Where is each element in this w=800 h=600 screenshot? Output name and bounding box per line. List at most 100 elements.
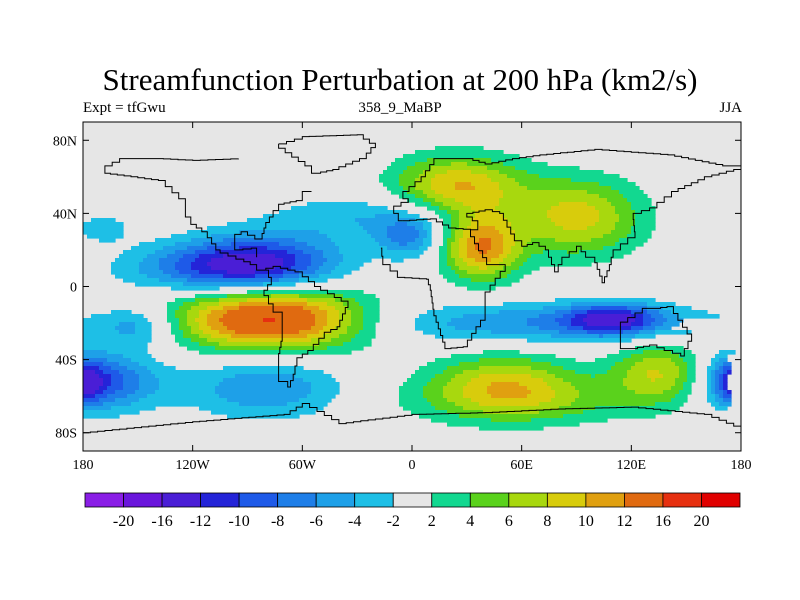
contour-cell [223, 274, 256, 279]
contour-cell [95, 370, 104, 375]
contour-cell [447, 254, 452, 259]
contour-cell [519, 254, 532, 259]
contour-cell [427, 310, 500, 315]
colorbar-box [392, 492, 433, 508]
contour-cell [603, 246, 636, 251]
contour-cell [399, 394, 424, 399]
contour-cell [171, 234, 212, 239]
contour-cell [375, 238, 392, 243]
contour-cell [559, 202, 588, 207]
contour-cell [427, 158, 492, 163]
contour-cell [139, 398, 228, 403]
contour-cell [255, 274, 284, 279]
contour-cell [283, 262, 296, 267]
contour-cell [571, 322, 588, 327]
contour-cell [423, 198, 436, 203]
contour-cell [643, 350, 672, 355]
contour-cell [459, 250, 468, 255]
contour-cell [455, 282, 512, 287]
contour-cell [475, 246, 492, 251]
contour-cell [111, 310, 132, 315]
contour-cell [687, 366, 696, 371]
colorbar-box [469, 492, 510, 508]
contour-cell [707, 378, 712, 383]
contour-cell [83, 374, 100, 379]
colorbar-box [238, 492, 279, 508]
contour-cell [471, 398, 552, 403]
contour-cell [515, 258, 528, 263]
contour-cell [111, 378, 124, 383]
contour-cell [555, 238, 592, 243]
contour-cell [179, 326, 192, 331]
contour-cell [503, 162, 548, 167]
contour-cell [727, 390, 732, 395]
contour-cell [299, 270, 316, 275]
contour-cell [467, 270, 496, 275]
contour-cell [571, 310, 588, 315]
contour-cell [307, 334, 324, 339]
contour-cell [587, 202, 612, 207]
contour-cell [491, 330, 560, 335]
contour-cell [679, 366, 688, 371]
contour-cell [311, 338, 332, 343]
contour-cell [135, 322, 152, 327]
contour-cell [451, 318, 528, 323]
contour-cell [471, 218, 508, 223]
colorbar: -20 -16 -12 -10 -8 -6 -4 -2 2 4 6 8 10 12 16 20 [84, 492, 741, 530]
contour-cell [399, 398, 428, 403]
contour-cell [83, 318, 148, 323]
contour-cell [283, 258, 296, 263]
contour-cell [307, 394, 336, 399]
contour-cell [455, 186, 476, 191]
contour-cell [679, 374, 688, 379]
contour-cell [723, 378, 728, 383]
contour-cell [687, 378, 696, 383]
colorbar-label: 8 [543, 513, 551, 530]
colorbar-box [662, 492, 702, 508]
contour-cell [311, 310, 328, 315]
contour-cell [223, 322, 316, 327]
contour-cell [683, 358, 696, 363]
contour-cell [523, 250, 544, 255]
contour-cell [519, 266, 540, 271]
contour-cell [551, 362, 616, 367]
contour-cell [339, 314, 352, 319]
contour-cell [147, 274, 172, 279]
contour-cell [95, 390, 104, 395]
contour-cell [219, 318, 264, 323]
contour-cell [139, 266, 160, 271]
contour-cell [723, 370, 728, 375]
contour-cell [707, 374, 712, 379]
contour-cell [423, 242, 432, 247]
contour-cell [91, 218, 116, 223]
contour-cell [447, 238, 456, 243]
contour-cell [623, 378, 652, 383]
contour-cell [719, 402, 732, 407]
contour-cell [547, 214, 600, 219]
contour-cell [527, 322, 560, 327]
contour-cell [347, 330, 360, 335]
contour-cell [711, 390, 716, 395]
contour-cell [319, 230, 368, 235]
x-tick-label: 60E [510, 458, 533, 473]
contour-cell [499, 202, 560, 207]
contour-cell [147, 394, 220, 399]
contour-cell [295, 258, 312, 263]
contour-cell [491, 418, 532, 423]
contour-cell [123, 374, 140, 379]
contour-cell [175, 262, 192, 267]
contour-cell [503, 238, 516, 243]
contour-cell [643, 326, 656, 331]
contour-cell [223, 306, 240, 311]
contour-cell [455, 402, 480, 407]
contour-cell [215, 390, 312, 395]
contour-cell [715, 374, 720, 379]
contour-cell [327, 234, 372, 239]
contour-cell [423, 190, 436, 195]
contour-cell [443, 386, 464, 391]
contour-cell [715, 366, 720, 371]
contour-cell [471, 222, 512, 227]
contour-cell [123, 354, 152, 359]
contour-cell [223, 378, 304, 383]
colorbar-label: 6 [505, 513, 513, 530]
